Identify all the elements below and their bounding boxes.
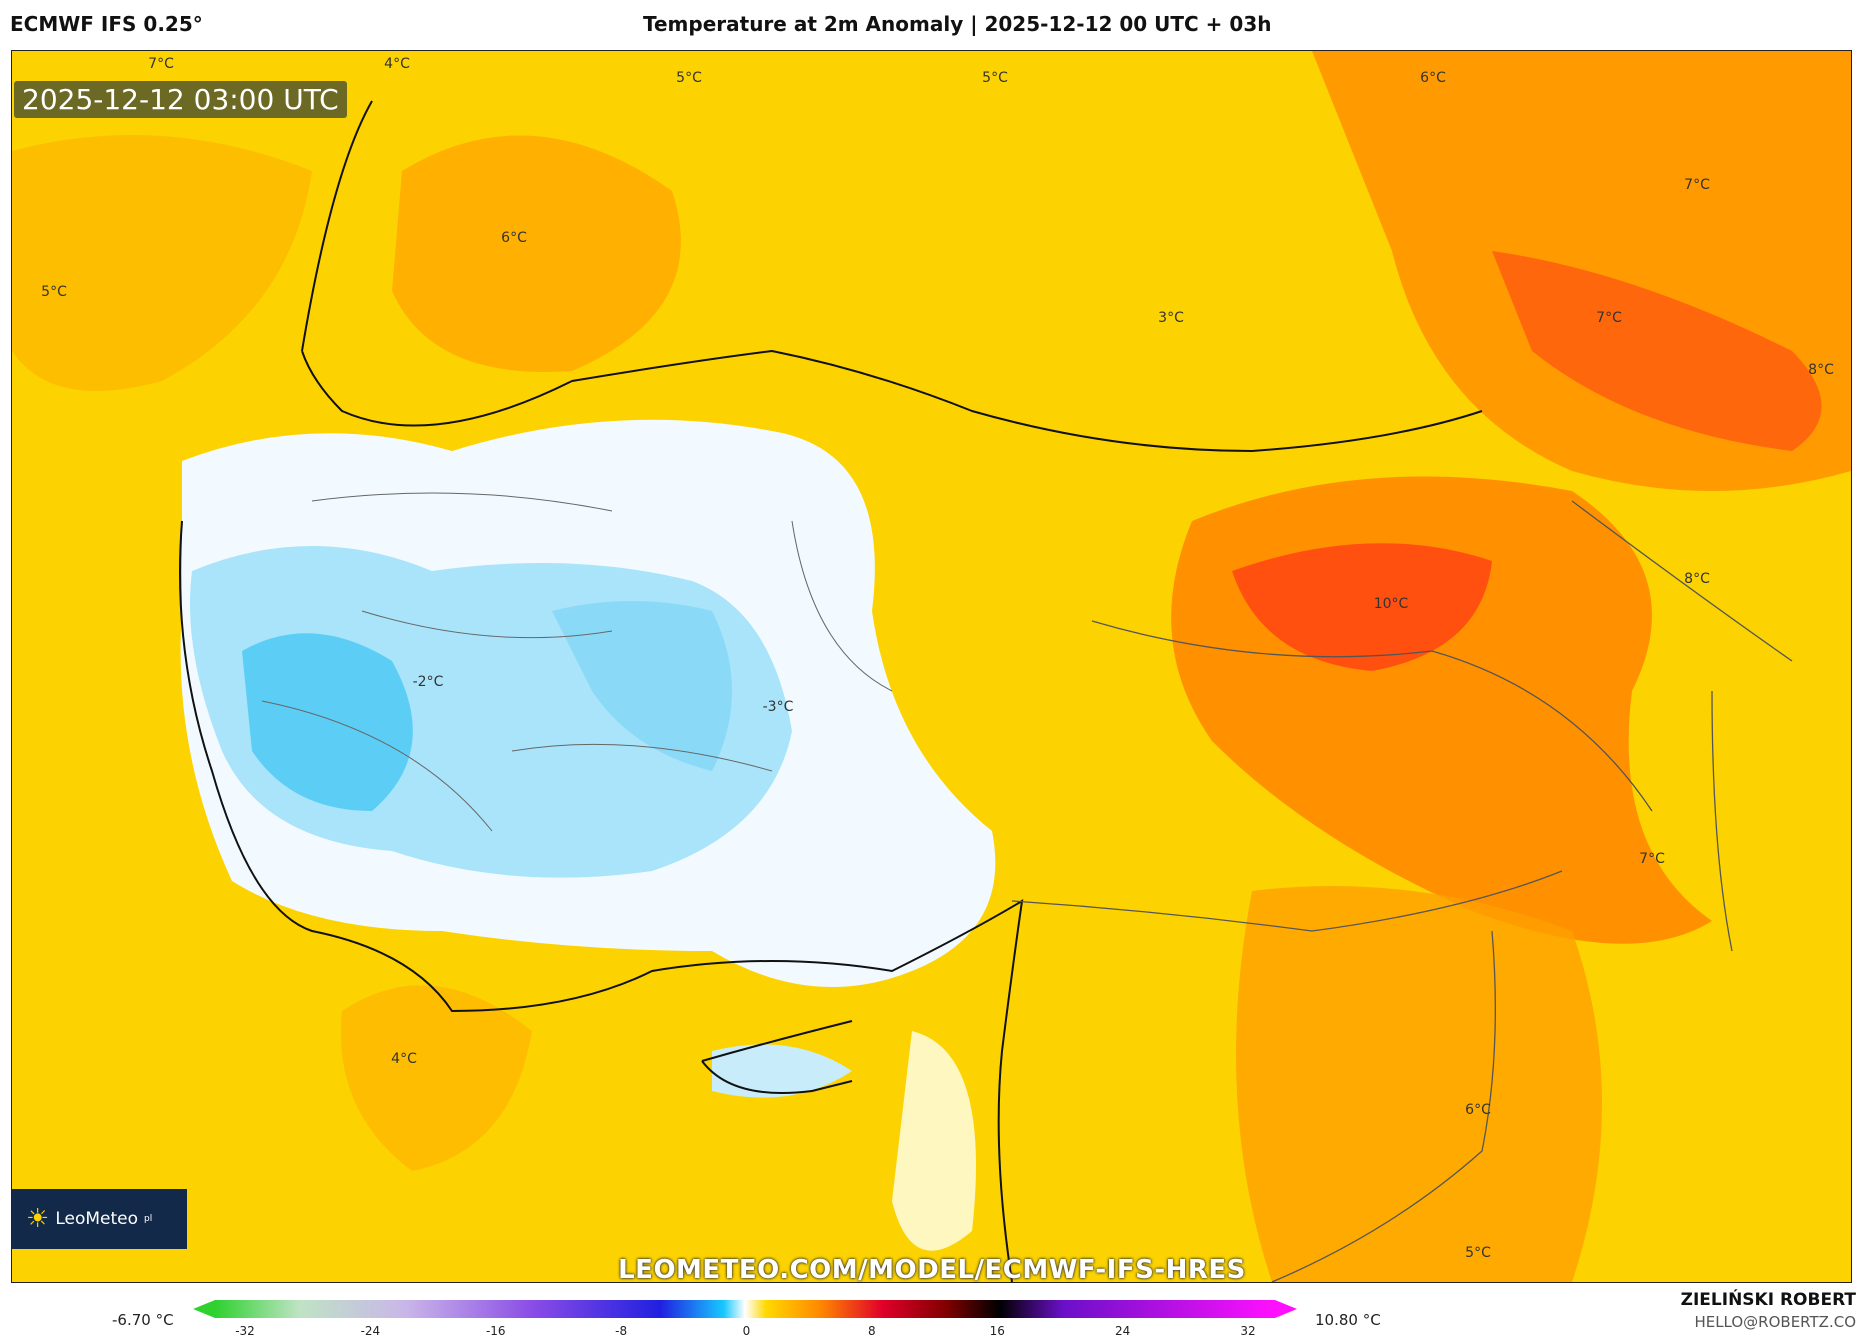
temp-label: 4°C (384, 56, 410, 72)
colorbar-max-label: 10.80 °C (1315, 1311, 1381, 1329)
temp-label: 5°C (41, 284, 67, 300)
temp-label: 7°C (1596, 310, 1622, 326)
map-fill (12, 51, 1851, 1282)
author-email[interactable]: HELLO@ROBERTZ.CO (1694, 1313, 1856, 1331)
colorbar-tick-label: -32 (235, 1324, 255, 1338)
chart-title: Temperature at 2m Anomaly | 2025-12-12 0… (643, 12, 1272, 36)
author-name: ZIELIŃSKI ROBERT (1680, 1290, 1856, 1310)
sun-icon: ☀ (26, 1204, 50, 1234)
temp-label: 5°C (676, 70, 702, 86)
temp-label: 8°C (1808, 362, 1834, 378)
leometeo-logo[interactable]: ☀ LeoMeteo pl (12, 1189, 187, 1249)
temp-label: 5°C (982, 70, 1008, 86)
temp-label: 6°C (1465, 1102, 1491, 1118)
colorbar-gradient (215, 1300, 1275, 1318)
temp-label: -2°C (412, 674, 444, 690)
colorbar-tick-label: -8 (615, 1324, 628, 1338)
colorbar-tick-label: -24 (360, 1324, 381, 1338)
temp-label: 6°C (501, 230, 527, 246)
colorbar-tick-label: 0 (742, 1324, 751, 1338)
temp-label: 7°C (148, 56, 174, 72)
logo-suffix: pl (144, 1214, 153, 1224)
temp-label: -3°C (762, 699, 794, 715)
colorbar-tick-label: 16 (989, 1324, 1005, 1338)
logo-text: LeoMeteo (55, 1209, 138, 1229)
temp-label: 7°C (1639, 851, 1665, 867)
colorbar-tick-label: 24 (1114, 1324, 1131, 1338)
temp-label: 7°C (1684, 177, 1710, 193)
temp-label: 4°C (391, 1051, 417, 1067)
temp-label: 10°C (1373, 596, 1409, 612)
source-watermark: LEOMETEO.COM/MODEL/ECMWF-IFS-HRES (618, 1255, 1246, 1283)
colorbar-max-arrow (1275, 1300, 1297, 1318)
temp-label: 8°C (1684, 571, 1710, 587)
temp-label: 5°C (1465, 1245, 1491, 1261)
colorbar-tick-label: -16 (485, 1324, 506, 1338)
colorbar-tick-label: 8 (868, 1324, 876, 1338)
colorbar-min-arrow (193, 1300, 215, 1318)
colorbar (193, 1300, 1297, 1318)
colorbar-min-label: -6.70 °C (112, 1311, 174, 1329)
colorbar-tick-label: 32 (1240, 1324, 1256, 1338)
model-name: ECMWF IFS 0.25° (10, 12, 203, 36)
temp-label: 6°C (1420, 70, 1446, 86)
temp-label: 3°C (1158, 310, 1184, 326)
valid-time-badge: 2025-12-12 03:00 UTC (14, 81, 347, 118)
anomaly-map[interactable]: 2025-12-12 03:00 UTC 7°C 4°C 5°C 5°C 6°C… (11, 50, 1852, 1283)
